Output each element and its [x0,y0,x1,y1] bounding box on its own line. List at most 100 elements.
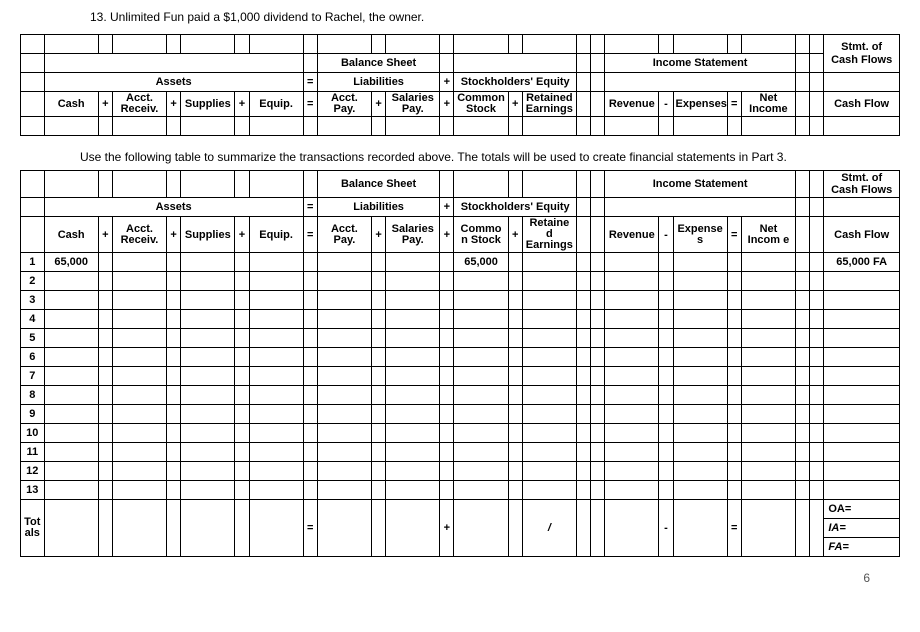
row-number: 10 [21,424,45,443]
cell [386,443,440,462]
cell [98,329,112,348]
hdr-balance-sheet: Balance Sheet [317,54,440,73]
row-number: 2 [21,272,45,291]
cell [386,291,440,310]
cell [317,424,371,443]
question-text: 13. Unlimited Fun paid a $1,000 dividend… [90,10,900,24]
cell [249,272,303,291]
equation-header-table: Stmt. of Cash Flows Balance Sheet Income… [20,34,900,136]
cell [673,253,727,272]
cell [673,405,727,424]
cell [796,405,810,424]
cell [386,348,440,367]
cell [508,272,522,291]
cell [810,481,824,500]
cell [508,348,522,367]
cell [454,386,508,405]
cell [303,310,317,329]
cell [673,272,727,291]
hdr-assets: Assets [44,73,303,92]
cell [181,462,235,481]
cell [508,329,522,348]
cell [181,329,235,348]
cell [249,291,303,310]
cell [317,348,371,367]
row-number: 6 [21,348,45,367]
cell [796,310,810,329]
cell [167,367,181,386]
cell [44,462,98,481]
cell [235,310,249,329]
cell [659,329,673,348]
cell [591,348,605,367]
cell [605,329,659,348]
cell [167,329,181,348]
cell [741,405,795,424]
cell [810,348,824,367]
cell [522,329,576,348]
cell [522,310,576,329]
cell [386,329,440,348]
cell [576,405,590,424]
cell [386,424,440,443]
col-salaries-pay: Salaries Pay. [386,92,440,117]
cell [181,348,235,367]
cell [112,253,166,272]
cell [181,405,235,424]
cell [235,291,249,310]
cell [591,405,605,424]
cell [522,367,576,386]
cell [659,367,673,386]
cell [522,424,576,443]
cell [673,291,727,310]
hdr-income-statement: Income Statement [605,54,796,73]
cell [591,386,605,405]
cell [386,386,440,405]
cell [796,424,810,443]
flow-oa: OA= [824,500,900,519]
cell [810,291,824,310]
cell [235,386,249,405]
cell [167,462,181,481]
cell [810,367,824,386]
cell [508,481,522,500]
cell [249,405,303,424]
cell [454,405,508,424]
cell [317,405,371,424]
cell [249,253,303,272]
cell [796,348,810,367]
cell [605,386,659,405]
cell [372,272,386,291]
hdr2-income-statement: Income Statement [605,171,796,198]
col2-acct-pay: Acct. Pay. [317,217,371,253]
cell [317,329,371,348]
cell [576,443,590,462]
totals-plus: + [440,500,454,557]
cell [440,443,454,462]
cell [454,462,508,481]
cell [810,310,824,329]
cell [303,291,317,310]
cell [249,310,303,329]
cell [303,481,317,500]
cell [659,272,673,291]
cell [372,310,386,329]
col2-net-income: Net Incom e [741,217,795,253]
cell [98,348,112,367]
cell [810,462,824,481]
cell [605,481,659,500]
cell [386,462,440,481]
cell [235,481,249,500]
cell [508,291,522,310]
col-revenue: Revenue [605,92,659,117]
cell [673,386,727,405]
cell [659,291,673,310]
hdr-liabilities: Liabilities [317,73,440,92]
cell [824,348,900,367]
cell [112,386,166,405]
col2-common-stock: Commo n Stock [454,217,508,253]
cell [112,291,166,310]
col-supplies: Supplies [181,92,235,117]
cell [98,253,112,272]
cell [824,462,900,481]
